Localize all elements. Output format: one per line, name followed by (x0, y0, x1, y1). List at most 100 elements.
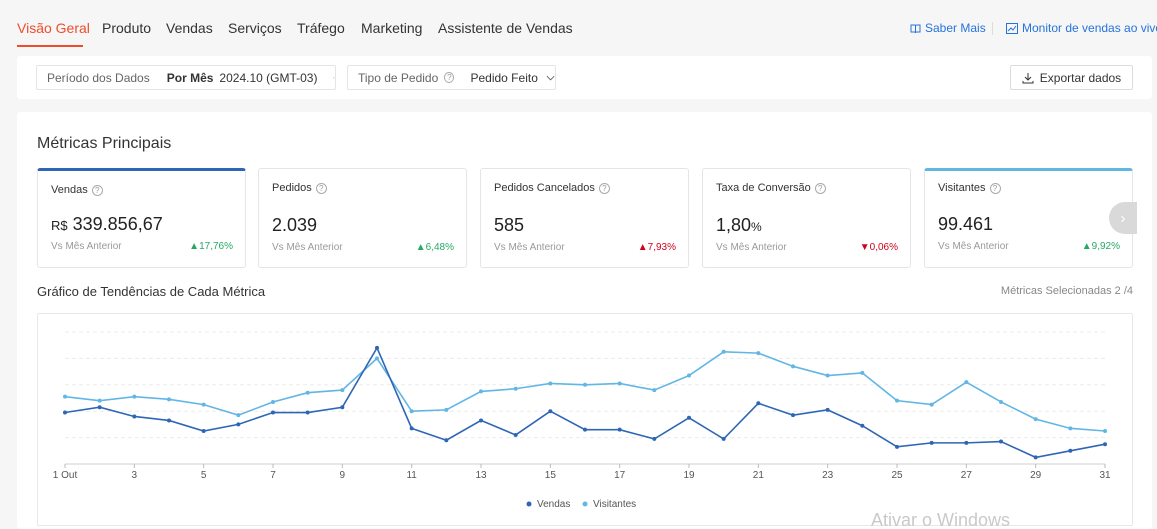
metric-card-pedidos[interactable]: Pedidos? 2.039 Vs Mês Anterior ▲6,48% (258, 168, 467, 268)
arrow-down-icon: ▼ (859, 242, 870, 253)
x-tick-label: 1 Out (53, 470, 78, 481)
data-point-vendas (721, 436, 726, 441)
tab-trafego[interactable]: Tráfego (297, 20, 345, 36)
export-data-button[interactable]: Exportar dados (1010, 65, 1133, 90)
download-icon (1022, 72, 1034, 83)
data-point-vendas (1033, 455, 1038, 460)
saber-mais-link[interactable]: Saber Mais (910, 21, 986, 35)
data-point-visitantes (687, 373, 691, 378)
metric-delta: ▲17,76% (189, 241, 233, 252)
arrow-up-icon: ▲ (415, 242, 426, 253)
metric-name-text: Vendas (51, 184, 88, 196)
x-tick-label: 15 (545, 470, 557, 481)
period-label: Período dos Dados (47, 70, 150, 85)
x-tick-label: 21 (753, 470, 765, 481)
metric-card-taxa-de-conversao[interactable]: Taxa de Conversão? 1,80% Vs Mês Anterior… (702, 168, 911, 268)
period-selector[interactable]: Período dos Dados Por Mês 2024.10 (GMT-0… (36, 65, 336, 90)
data-point-visitantes (97, 398, 102, 403)
data-point-visitantes (999, 399, 1003, 404)
metrics-title: Métricas Principais (37, 135, 172, 152)
data-point-vendas (756, 401, 761, 406)
windows-activation-watermark: Ativar o Windows (871, 510, 1011, 529)
comparison-label: Vs Mês Anterior (51, 241, 122, 252)
arrow-up-icon: ▲ (189, 241, 200, 252)
data-point-visitantes (721, 349, 726, 354)
data-point-visitantes (929, 402, 934, 407)
data-point-visitantes (132, 394, 137, 399)
metric-card-visitantes[interactable]: Visitantes? 99.461 Vs Mês Anterior ▲9,92… (924, 168, 1133, 268)
metric-value: R$ 339.856,67 (51, 214, 163, 235)
metric-value-number: 1,80 (716, 215, 752, 235)
x-tick-label: 5 (201, 470, 207, 481)
tab-vendas[interactable]: Vendas (166, 20, 213, 36)
chevron-down-icon (546, 75, 555, 80)
data-point-visitantes (201, 402, 206, 407)
help-icon: ? (444, 72, 455, 83)
comparison-label: Vs Mês Anterior (272, 242, 343, 253)
calendar-icon (333, 76, 335, 79)
filter-bar: Período dos Dados Por Mês 2024.10 (GMT-0… (17, 56, 1152, 99)
help-icon: ? (315, 182, 327, 194)
data-point-vendas (340, 405, 345, 410)
data-point-visitantes (1103, 429, 1107, 433)
legend-marker-vendas (526, 501, 532, 507)
main-panel: Métricas Principais Vendas? R$ 339.856,6… (17, 112, 1152, 529)
x-tick-label: 29 (1030, 470, 1042, 481)
x-tick-label: 17 (614, 470, 626, 481)
chevron-right-icon: › (1120, 209, 1126, 227)
data-point-vendas (929, 440, 934, 445)
metric-value: 2.039 (272, 215, 317, 236)
metric-name-text: Visitantes (938, 182, 986, 194)
divider (992, 22, 993, 35)
metric-delta: ▲9,92% (1082, 241, 1120, 252)
currency-symbol: R$ (51, 218, 68, 233)
comparison-label: Vs Mês Anterior (716, 242, 787, 253)
tab-marketing[interactable]: Marketing (361, 20, 423, 36)
data-point-vendas (825, 407, 830, 412)
data-point-visitantes (444, 407, 449, 412)
comparison-label: Vs Mês Anterior (938, 241, 1009, 252)
data-point-visitantes (1068, 426, 1073, 431)
data-point-visitantes (860, 370, 865, 375)
data-point-visitantes (271, 399, 275, 404)
tab-produto[interactable]: Produto (102, 20, 152, 36)
data-point-vendas (375, 345, 379, 350)
data-point-vendas (479, 418, 483, 423)
metric-name: Taxa de Conversão? (716, 182, 826, 194)
data-point-vendas (548, 409, 553, 414)
selected-metrics-count[interactable]: Métricas Selecionadas 2 /4 (1000, 285, 1133, 297)
x-tick-label: 19 (683, 470, 695, 481)
metric-delta: ▲6,48% (416, 242, 454, 253)
tab-assistente-de-vendas[interactable]: Assistente de Vendas (438, 20, 573, 36)
tab-servicos[interactable]: Serviços (228, 20, 282, 36)
data-point-vendas (409, 426, 414, 431)
help-icon: ? (91, 184, 103, 196)
x-tick-label: 9 (340, 470, 346, 481)
data-point-vendas (860, 423, 865, 428)
data-point-visitantes (895, 398, 899, 403)
x-tick-label: 27 (961, 470, 973, 481)
data-point-visitantes (756, 351, 761, 356)
metric-card-pedidos-cancelados[interactable]: Pedidos Cancelados? 585 Vs Mês Anterior … (480, 168, 689, 268)
data-point-vendas (236, 422, 241, 427)
trend-chart-title: Gráfico de Tendências de Cada Métrica (37, 284, 266, 299)
metric-name: Pedidos? (272, 182, 327, 194)
data-point-vendas (271, 410, 275, 415)
monitor-link[interactable]: Monitor de vendas ao vivo (1006, 21, 1157, 35)
data-point-vendas (964, 440, 969, 445)
order-type-value: Pedido Feito (470, 70, 538, 85)
metric-card-vendas[interactable]: Vendas? R$ 339.856,67 Vs Mês Anterior ▲1… (37, 168, 246, 268)
data-point-vendas (132, 414, 137, 419)
data-point-visitantes (617, 381, 622, 386)
next-cards-button[interactable]: › (1109, 202, 1137, 234)
x-tick-label: 23 (822, 470, 834, 481)
order-type-selector[interactable]: Tipo de Pedido ? Pedido Feito (347, 65, 556, 90)
metric-value: 585 (494, 215, 524, 236)
data-point-visitantes (583, 382, 587, 387)
trend-chart-svg: 1 Out 3 5 7 9 11 13 15 17 19 21 23 25 27 29 31 Vendas Vis… (53, 331, 1111, 510)
metric-name-text: Pedidos (272, 182, 312, 194)
period-type: Por Mês (166, 70, 214, 85)
data-point-vendas (63, 410, 67, 415)
data-point-vendas (652, 436, 657, 441)
tab-visao-geral[interactable]: Visão Geral (17, 20, 90, 36)
